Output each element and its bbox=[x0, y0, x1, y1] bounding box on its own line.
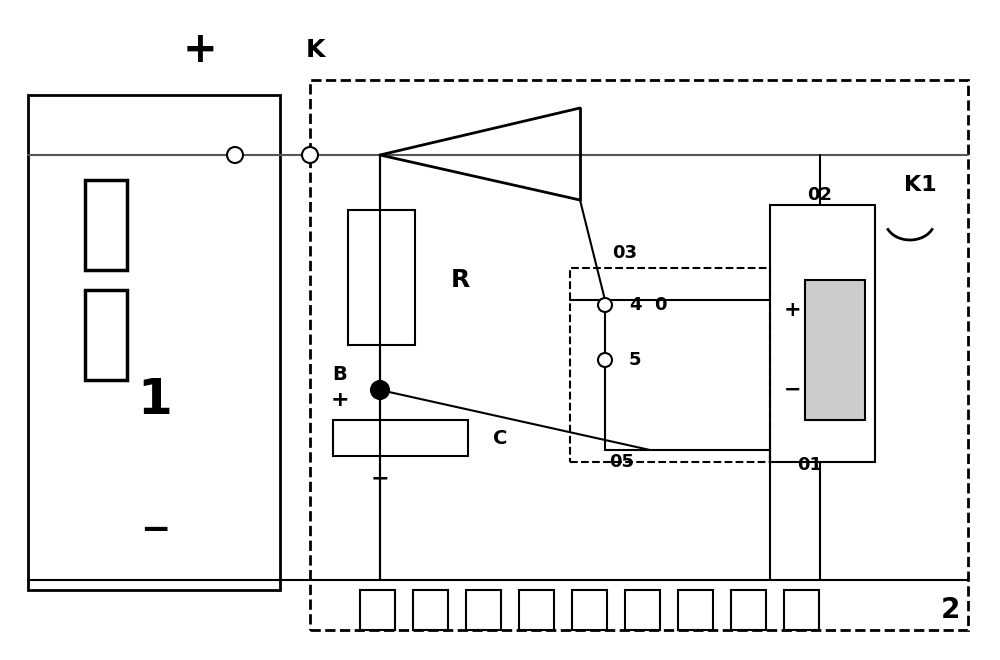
Text: 4: 4 bbox=[629, 296, 641, 314]
Bar bbox=[678, 590, 713, 630]
Bar bbox=[85, 180, 127, 270]
Text: 05: 05 bbox=[610, 453, 635, 471]
Bar bbox=[519, 590, 554, 630]
Bar bbox=[770, 205, 875, 462]
Circle shape bbox=[227, 147, 243, 163]
Text: 02: 02 bbox=[808, 186, 832, 204]
Text: +: + bbox=[331, 390, 349, 410]
Bar bbox=[333, 420, 468, 456]
Bar bbox=[310, 80, 968, 630]
Circle shape bbox=[302, 147, 318, 163]
Text: R: R bbox=[450, 268, 470, 292]
Text: 5: 5 bbox=[629, 351, 641, 369]
Text: K1: K1 bbox=[904, 175, 936, 195]
Circle shape bbox=[598, 353, 612, 367]
Bar bbox=[348, 210, 415, 345]
Text: 0: 0 bbox=[654, 296, 666, 314]
Text: B: B bbox=[333, 366, 347, 385]
Bar bbox=[413, 590, 448, 630]
Circle shape bbox=[598, 298, 612, 312]
Bar bbox=[572, 590, 607, 630]
Bar bbox=[570, 268, 770, 462]
Bar bbox=[805, 280, 865, 420]
Text: +: + bbox=[183, 29, 217, 71]
Text: K: K bbox=[305, 38, 325, 62]
Text: 1: 1 bbox=[138, 376, 172, 424]
Bar bbox=[784, 590, 819, 630]
Text: −: − bbox=[371, 468, 389, 488]
Text: −: − bbox=[784, 380, 802, 400]
Bar bbox=[360, 590, 395, 630]
Bar bbox=[28, 95, 280, 590]
Text: C: C bbox=[493, 428, 507, 447]
Text: −: − bbox=[140, 513, 170, 547]
Text: 01: 01 bbox=[798, 456, 822, 474]
Circle shape bbox=[371, 381, 389, 399]
Bar bbox=[85, 290, 127, 380]
Bar bbox=[731, 590, 766, 630]
Text: 03: 03 bbox=[612, 244, 638, 262]
Text: 2: 2 bbox=[940, 596, 960, 624]
Bar bbox=[625, 590, 660, 630]
Bar bbox=[466, 590, 501, 630]
Text: +: + bbox=[784, 300, 802, 320]
